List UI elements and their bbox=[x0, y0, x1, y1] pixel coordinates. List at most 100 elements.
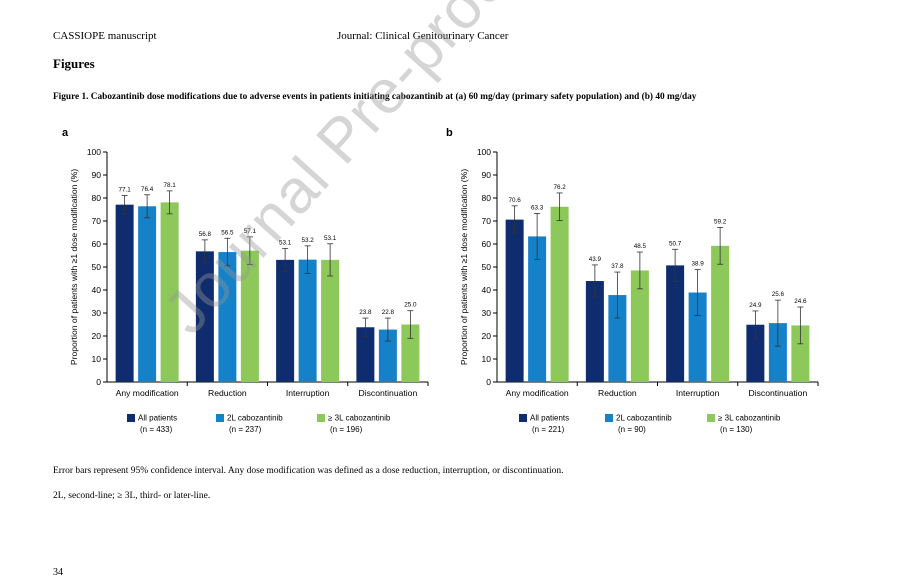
data-label: 50.7 bbox=[669, 240, 682, 247]
legend-n: (n = 433) bbox=[140, 425, 173, 435]
y-tick-label: 80 bbox=[92, 193, 102, 203]
bar bbox=[218, 252, 237, 382]
x-tick-label: Interruption bbox=[676, 388, 720, 398]
x-tick-label: Discontinuation bbox=[358, 388, 417, 398]
data-label: 38.9 bbox=[691, 261, 704, 268]
footnote-abbreviations: 2L, second-line; ≥ 3L, third- or later-l… bbox=[53, 491, 211, 501]
legend-swatch bbox=[317, 413, 325, 422]
y-tick-label: 60 bbox=[92, 239, 102, 249]
y-tick-label: 70 bbox=[92, 216, 102, 226]
x-tick-label: Any modification bbox=[116, 388, 179, 398]
legend-label: 2L cabozantinib bbox=[227, 413, 283, 423]
legend-swatch bbox=[127, 413, 135, 422]
legend-item-2l: 2L cabozantinib (n = 90) bbox=[605, 413, 715, 434]
panel-a-label: a bbox=[62, 127, 69, 139]
legend-item-3l: ≥ 3L cabozantinib (n = 130) bbox=[707, 413, 817, 434]
data-label: 56.8 bbox=[199, 231, 212, 238]
data-label: 59.2 bbox=[714, 218, 727, 225]
bar bbox=[160, 202, 179, 382]
legend-label: 2L cabozantinib bbox=[616, 413, 672, 423]
y-tick-label: 50 bbox=[92, 262, 102, 272]
panel-b-label: b bbox=[446, 127, 453, 139]
legend-item-2l: 2L cabozantinib (n = 237) bbox=[216, 413, 326, 434]
legend-swatch bbox=[707, 413, 715, 422]
bar bbox=[321, 259, 340, 382]
bar bbox=[298, 259, 317, 382]
y-tick-label: 70 bbox=[482, 216, 492, 226]
y-tick-label: 10 bbox=[482, 354, 492, 364]
data-label: 24.9 bbox=[749, 302, 762, 309]
data-label: 23.8 bbox=[359, 309, 372, 316]
bar bbox=[666, 265, 685, 382]
data-label: 76.2 bbox=[553, 184, 566, 191]
bar bbox=[115, 204, 134, 382]
legend-n: (n = 90) bbox=[618, 425, 646, 435]
x-tick-label: Reduction bbox=[208, 388, 247, 398]
bar bbox=[550, 206, 569, 382]
y-tick-label: 60 bbox=[482, 239, 492, 249]
legend-n: (n = 130) bbox=[720, 425, 753, 435]
legend-label: ≥ 3L cabozantinib bbox=[328, 413, 391, 423]
footnote-error-bars: Error bars represent 95% confidence inte… bbox=[53, 466, 564, 476]
y-tick-label: 100 bbox=[477, 147, 491, 157]
y-axis-label: Proportion of patients with ≥1 dose modi… bbox=[69, 169, 79, 365]
bar bbox=[711, 245, 730, 382]
legend-item-3l: ≥ 3L cabozantinib (n = 196) bbox=[317, 413, 427, 434]
y-tick-label: 30 bbox=[92, 308, 102, 318]
section-title: Figures bbox=[53, 56, 95, 71]
bar bbox=[505, 219, 524, 382]
legend-label: All patients bbox=[530, 413, 570, 423]
y-tick-label: 90 bbox=[482, 170, 492, 180]
y-tick-label: 90 bbox=[92, 170, 102, 180]
legend-swatch bbox=[605, 413, 613, 422]
x-tick-label: Interruption bbox=[286, 388, 330, 398]
data-label: 57.1 bbox=[244, 228, 257, 235]
x-tick-label: Any modification bbox=[506, 388, 569, 398]
data-label: 25.0 bbox=[404, 302, 417, 309]
figure-caption: Figure 1. Cabozantinib dose modification… bbox=[53, 92, 697, 102]
legend-swatch bbox=[216, 413, 224, 422]
bar bbox=[138, 206, 157, 382]
y-tick-label: 40 bbox=[92, 285, 102, 295]
bar bbox=[356, 327, 375, 382]
data-label: 53.1 bbox=[324, 235, 337, 242]
bar bbox=[768, 323, 787, 382]
legend-swatch bbox=[519, 413, 527, 422]
header-journal: Journal: Clinical Genitourinary Cancer bbox=[337, 30, 509, 42]
data-label: 76.4 bbox=[141, 186, 154, 193]
chart-panel-b: Proportion of patients with ≥1 dose modi… bbox=[459, 147, 819, 398]
data-label: 25.6 bbox=[772, 291, 785, 298]
bar bbox=[608, 295, 627, 382]
bar bbox=[688, 292, 707, 382]
x-tick-label: Discontinuation bbox=[748, 388, 807, 398]
legend-label: ≥ 3L cabozantinib bbox=[718, 413, 781, 423]
data-label: 70.6 bbox=[508, 197, 521, 204]
legend-item-all-patients: All patients (n = 221) bbox=[519, 413, 629, 434]
bar bbox=[791, 325, 810, 382]
bar bbox=[276, 259, 295, 382]
y-tick-label: 0 bbox=[486, 377, 491, 387]
data-label: 53.2 bbox=[301, 237, 314, 244]
y-tick-label: 50 bbox=[482, 262, 492, 272]
data-label: 37.8 bbox=[611, 263, 624, 270]
y-tick-label: 40 bbox=[482, 285, 492, 295]
data-label: 22.8 bbox=[382, 309, 395, 316]
chart-panel-a: Proportion of patients with ≥1 dose modi… bbox=[69, 147, 429, 398]
x-tick-label: Reduction bbox=[598, 388, 637, 398]
header-left: CASSIOPE manuscript bbox=[53, 30, 157, 42]
legend-label: All patients bbox=[138, 413, 178, 423]
bar bbox=[195, 251, 214, 382]
bar bbox=[528, 236, 547, 382]
data-label: 78.1 bbox=[163, 182, 176, 189]
bar bbox=[630, 270, 649, 382]
data-label: 77.1 bbox=[118, 186, 131, 193]
bar bbox=[585, 281, 604, 382]
bar bbox=[401, 324, 420, 382]
y-tick-label: 0 bbox=[96, 377, 101, 387]
data-label: 48.5 bbox=[634, 243, 647, 250]
y-tick-label: 20 bbox=[482, 331, 492, 341]
legend-n: (n = 221) bbox=[532, 425, 565, 435]
data-label: 53.1 bbox=[279, 239, 292, 246]
legend-item-all-patients: All patients (n = 433) bbox=[127, 413, 237, 434]
y-tick-label: 10 bbox=[92, 354, 102, 364]
